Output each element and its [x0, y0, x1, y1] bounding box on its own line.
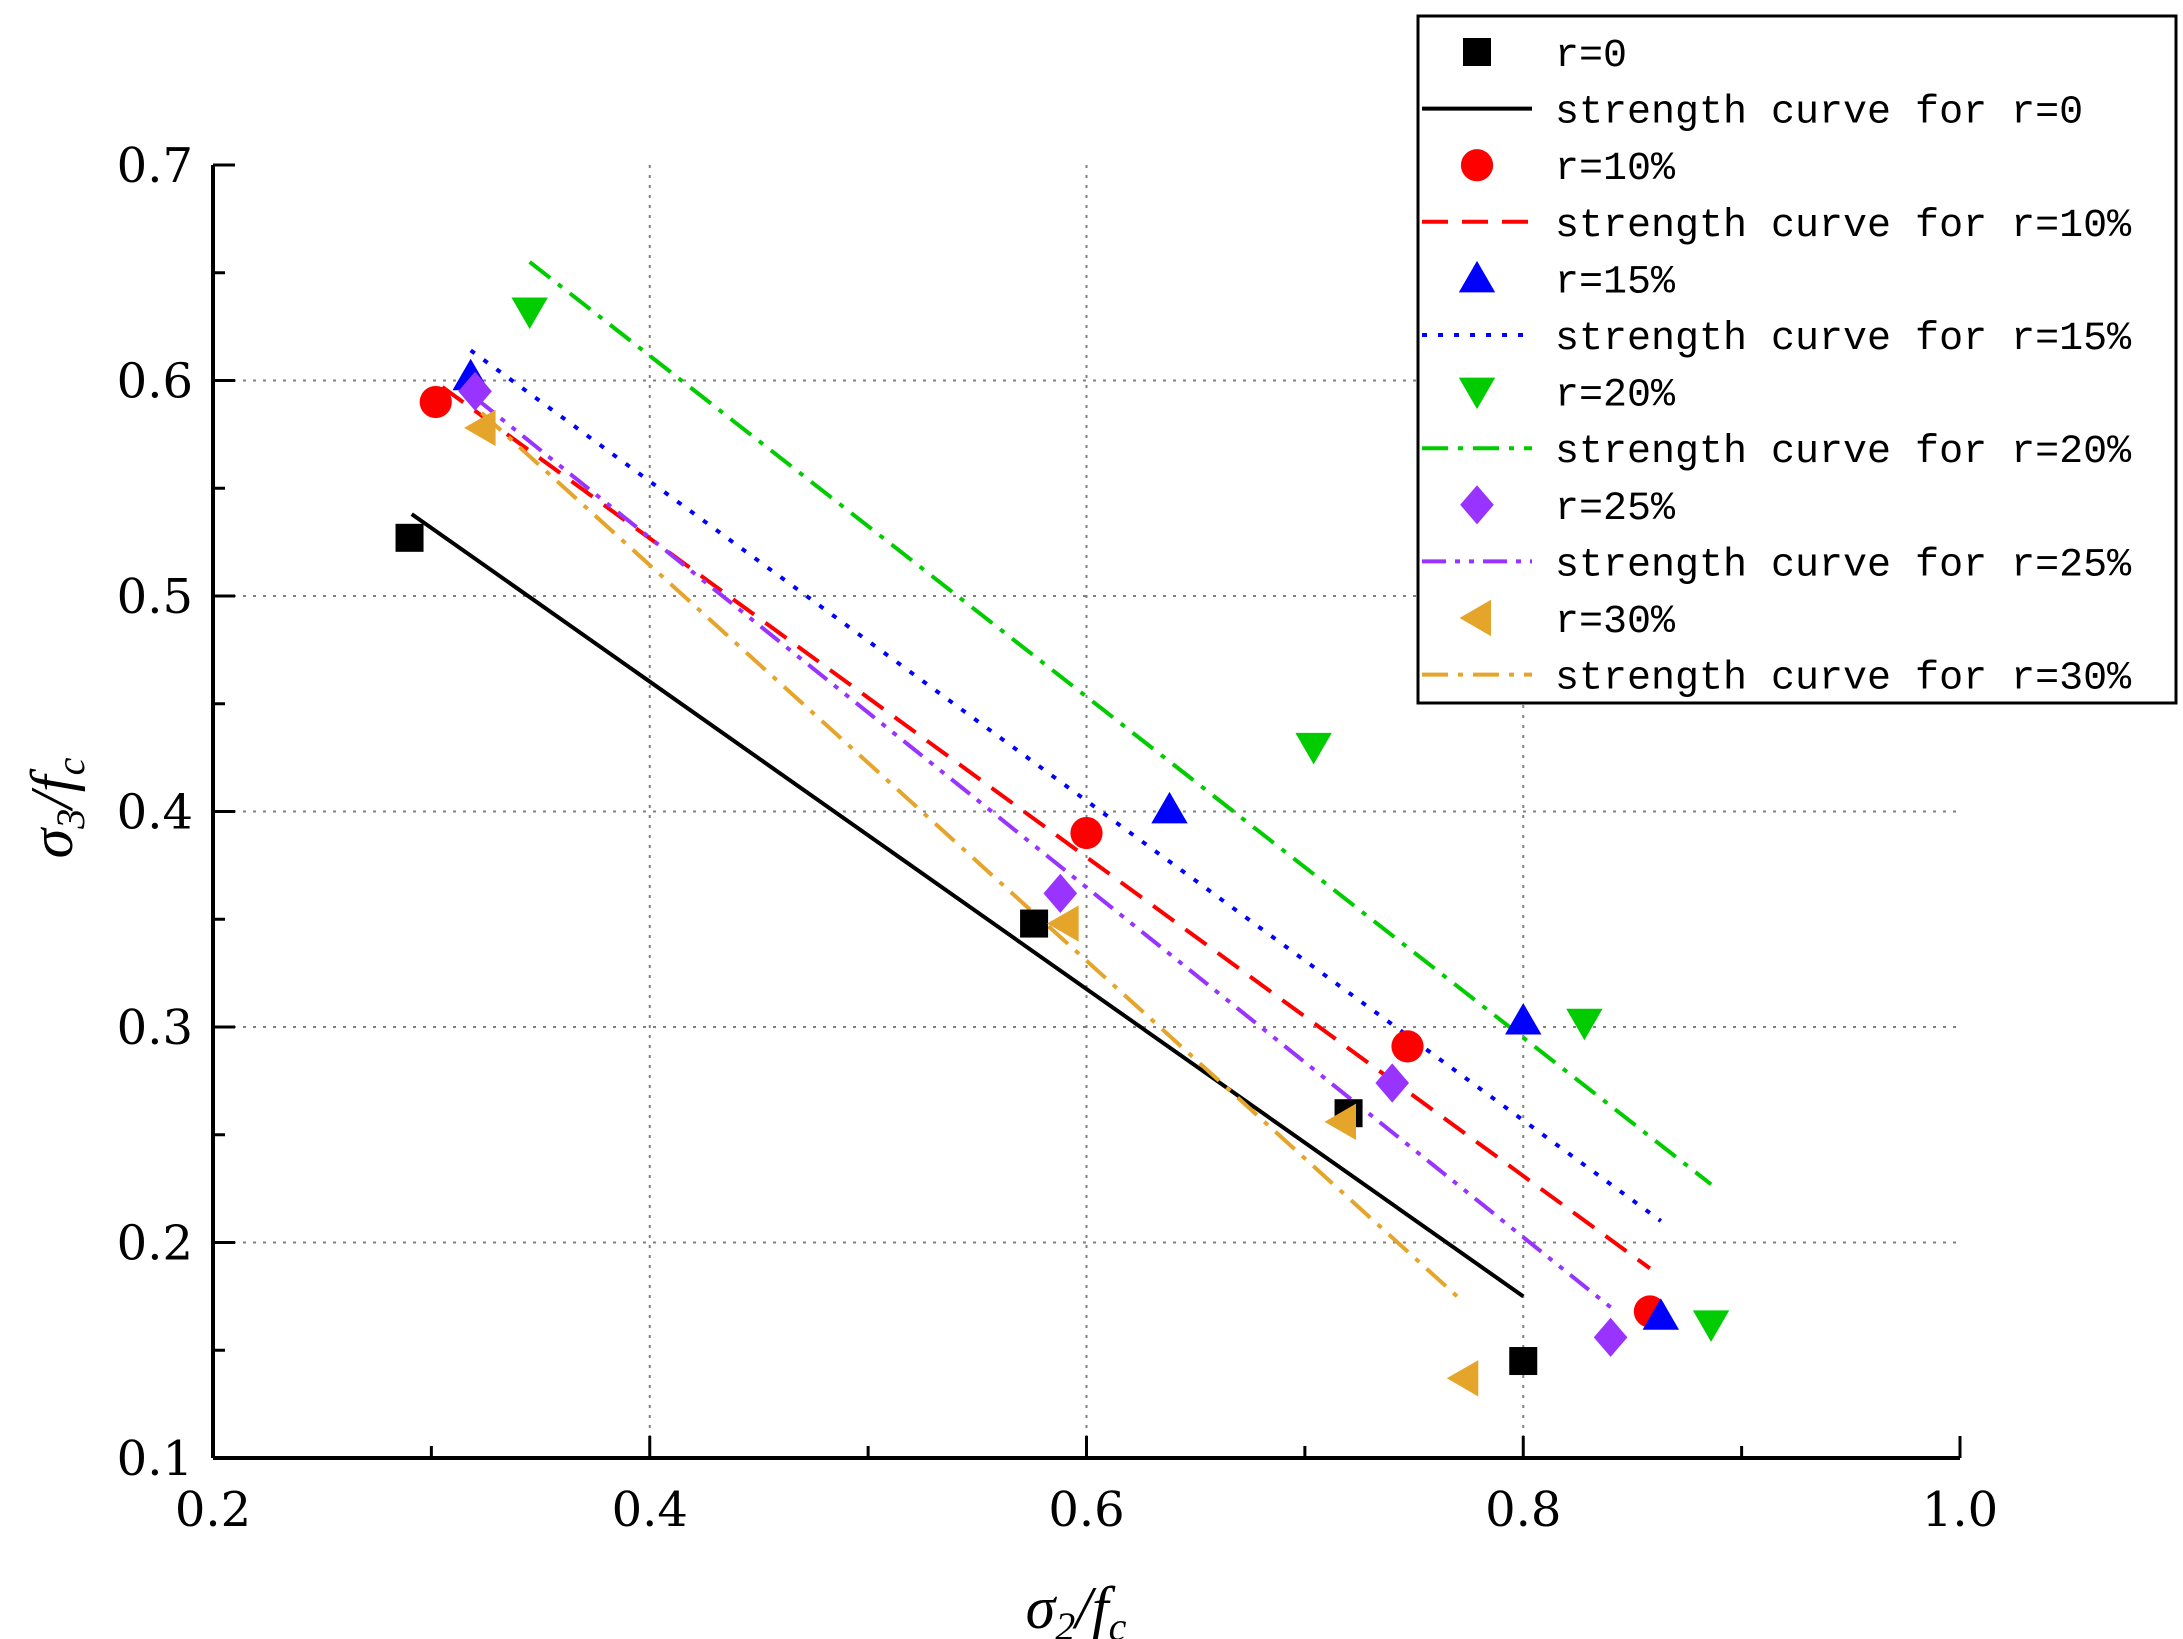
- strength-curve-line: [469, 348, 1663, 1223]
- legend-entry-label: strength curve for r=30%: [1555, 657, 2132, 702]
- x-tick-label: 0.8: [1485, 1482, 1561, 1538]
- legend-entry-label: strength curve for r=20%: [1555, 430, 2132, 475]
- x-tick-label: 1.0: [1922, 1482, 1998, 1538]
- y-tick-label: 0.2: [117, 1216, 193, 1272]
- data-markers: [395, 297, 1730, 1397]
- data-point-diamond: [458, 371, 492, 411]
- legend-marker-swatch: [1459, 599, 1491, 637]
- data-point-square: [1509, 1347, 1538, 1376]
- data-point-triangle-left: [1047, 905, 1079, 942]
- legend-entry-label: r=0: [1555, 34, 1627, 79]
- y-tick-label: 0.5: [117, 569, 193, 625]
- y-tick-label: 0.7: [117, 138, 193, 194]
- data-point-diamond: [1593, 1317, 1628, 1357]
- legend-marker-swatch: [1463, 38, 1491, 66]
- legend-entry-label: r=15%: [1555, 260, 1676, 305]
- x-axis-title-sub: 2: [1055, 1604, 1075, 1639]
- data-point-circle: [1391, 1030, 1424, 1063]
- x-axis-title-main: σ: [1026, 1575, 1058, 1639]
- strength-curve-line: [480, 411, 1466, 1305]
- grid-lines: [213, 165, 1960, 1458]
- data-point-triangle-down: [511, 297, 548, 330]
- legend-entry-label: strength curve for r=0: [1555, 91, 2083, 136]
- data-point-triangle-down: [1692, 1310, 1730, 1342]
- legend-marker-swatch: [1460, 485, 1494, 525]
- data-point-triangle-left: [1324, 1103, 1356, 1141]
- legend-entry-label: r=10%: [1555, 147, 1676, 192]
- x-tick-label: 0.6: [1048, 1482, 1124, 1538]
- data-point-triangle-down: [1295, 732, 1332, 765]
- x-axis-title-tail-sub: c: [1109, 1604, 1127, 1639]
- legend-entry-label: strength curve for r=15%: [1555, 317, 2132, 362]
- data-point-triangle-left: [1446, 1360, 1479, 1397]
- data-point-circle: [419, 385, 452, 419]
- y-axis-title-tail-sub: c: [48, 757, 93, 775]
- data-point-square: [395, 523, 424, 552]
- data-point-triangle-up: [1505, 1003, 1542, 1035]
- y-axis-title-main: σ: [19, 826, 85, 858]
- x-tick-label: 0.4: [612, 1482, 688, 1538]
- data-point-triangle-up: [1642, 1298, 1680, 1330]
- y-axis-title-sub: 3: [48, 809, 93, 830]
- y-tick-label: 0.1: [117, 1431, 193, 1487]
- x-axis-title: σ2/fc: [1026, 1575, 1127, 1639]
- legend: r=0 strength curve for r=0 r=10% strength c…: [1416, 14, 2178, 705]
- data-point-diamond: [1043, 873, 1078, 913]
- y-tick-label: 0.4: [117, 785, 193, 841]
- strength-curve-line: [410, 512, 1525, 1299]
- data-point-triangle-up: [1151, 791, 1188, 824]
- legend-entry-label: r=20%: [1555, 374, 1676, 419]
- data-point-triangle-left: [464, 409, 496, 447]
- y-tick-label: 0.3: [117, 1000, 193, 1056]
- data-point-square: [1020, 909, 1049, 938]
- y-tick-label: 0.6: [117, 354, 193, 410]
- data-point-circle: [1070, 816, 1103, 850]
- legend-box: [1416, 14, 2178, 705]
- legend-marker-swatch: [1460, 149, 1494, 182]
- data-point-diamond: [1375, 1063, 1410, 1103]
- legend-entry-label: strength curve for r=25%: [1555, 543, 2132, 588]
- axes: [211, 163, 1962, 1460]
- x-tick-label: 0.2: [175, 1482, 251, 1538]
- data-point-triangle-down: [1566, 1008, 1603, 1041]
- y-axis-title: σ3/fc: [19, 757, 93, 858]
- legend-entry-label: r=25%: [1555, 487, 1676, 532]
- legend-marker-swatch: [1458, 377, 1496, 410]
- legend-entry-label: strength curve for r=10%: [1555, 204, 2132, 249]
- tick-labels: 0.2 0.4 0.6 0.8 1.00.10.20.30.40.50.60.7: [117, 138, 1999, 1538]
- legend-entry-label: r=30%: [1555, 600, 1676, 645]
- legend-marker-swatch: [1458, 260, 1496, 293]
